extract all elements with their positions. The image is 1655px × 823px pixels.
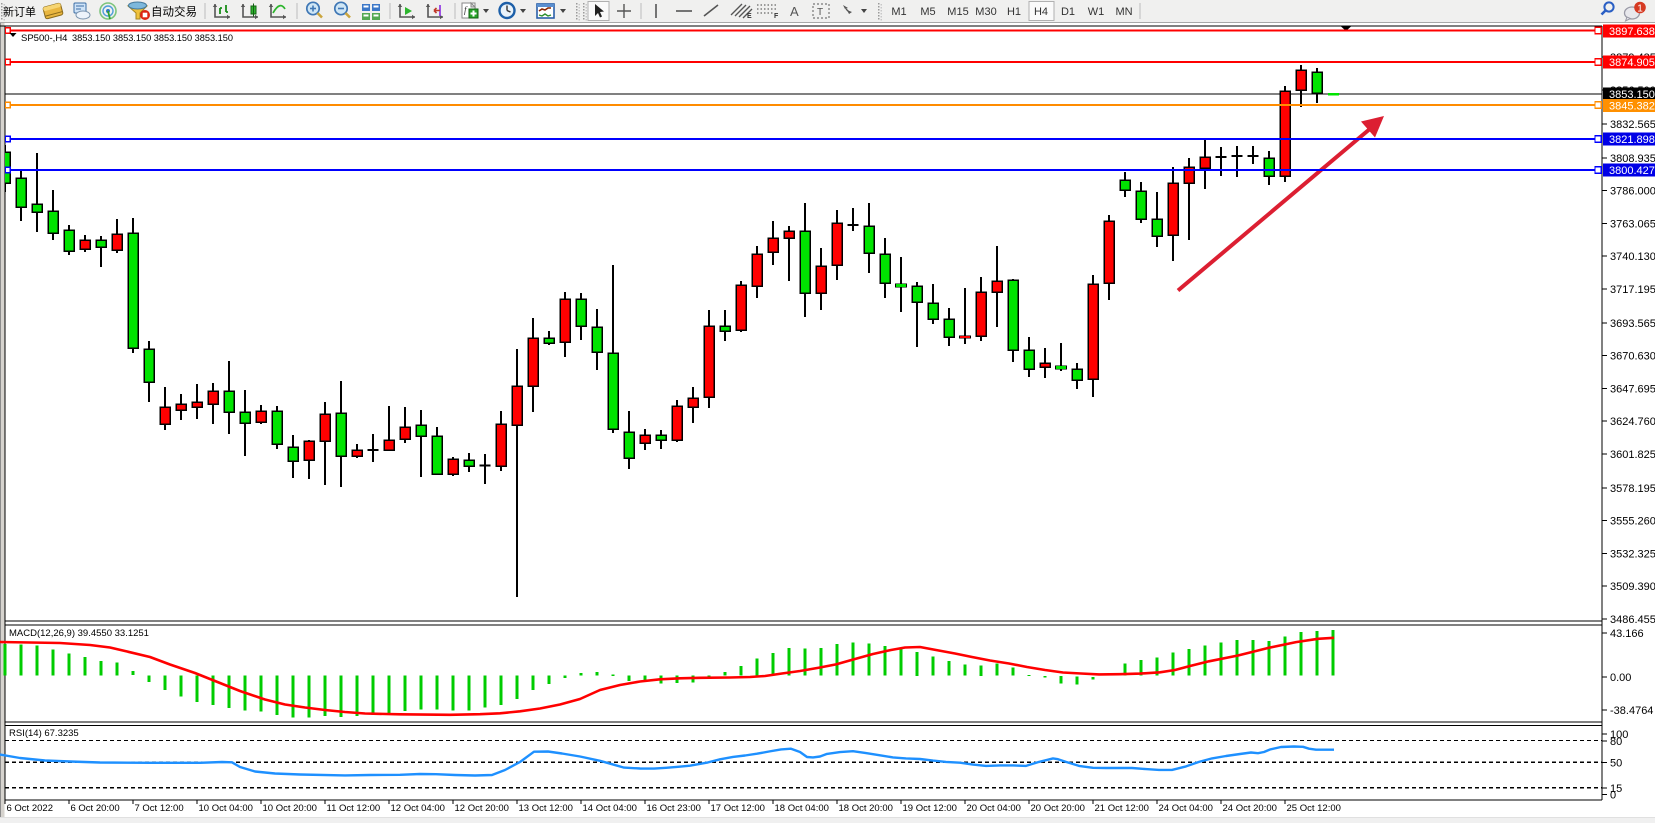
svg-text:-38.4764: -38.4764	[1610, 705, 1653, 717]
svg-text:3555.260: 3555.260	[1610, 516, 1655, 528]
svg-text:50: 50	[1610, 757, 1622, 769]
svg-text:3532.325: 3532.325	[1610, 548, 1655, 560]
svg-text:M30: M30	[975, 6, 996, 18]
svg-text:H4: H4	[1034, 6, 1048, 18]
svg-text:3601.825: 3601.825	[1610, 449, 1655, 461]
svg-text:3786.000: 3786.000	[1610, 186, 1655, 198]
svg-text:12 Oct 04:00: 12 Oct 04:00	[391, 803, 445, 814]
svg-text:3670.630: 3670.630	[1610, 351, 1655, 363]
svg-text:3897.638: 3897.638	[1609, 26, 1655, 38]
svg-text:H1: H1	[1007, 6, 1021, 18]
svg-text:3740.130: 3740.130	[1610, 251, 1655, 263]
svg-text:3647.695: 3647.695	[1610, 383, 1655, 395]
svg-text:25 Oct 12:00: 25 Oct 12:00	[1287, 803, 1341, 814]
svg-text:RSI(14) 67.3235: RSI(14) 67.3235	[9, 728, 79, 739]
svg-text:3808.935: 3808.935	[1610, 153, 1655, 165]
svg-text:10 Oct 04:00: 10 Oct 04:00	[199, 803, 253, 814]
svg-text:20 Oct 20:00: 20 Oct 20:00	[1031, 803, 1085, 814]
svg-text:新订单: 新订单	[3, 5, 36, 19]
svg-text:3821.898: 3821.898	[1609, 134, 1655, 146]
svg-text:1: 1	[1637, 4, 1643, 15]
svg-text:M5: M5	[920, 6, 935, 18]
svg-text:3693.565: 3693.565	[1610, 318, 1655, 330]
svg-text:16 Oct 23:00: 16 Oct 23:00	[647, 803, 701, 814]
svg-text:3832.565: 3832.565	[1610, 119, 1655, 131]
svg-text:6 Oct 20:00: 6 Oct 20:00	[71, 803, 120, 814]
svg-text:13 Oct 12:00: 13 Oct 12:00	[519, 803, 573, 814]
svg-text:6 Oct 2022: 6 Oct 2022	[7, 803, 53, 814]
svg-text:T: T	[817, 7, 823, 18]
svg-text:3853.150 3853.150 3853.150 385: 3853.150 3853.150 3853.150 3853.150	[72, 33, 233, 43]
svg-text:MACD(12,26,9) 39.4550 33.1251: MACD(12,26,9) 39.4550 33.1251	[9, 628, 149, 639]
svg-text:14 Oct 04:00: 14 Oct 04:00	[583, 803, 637, 814]
svg-text:M15: M15	[947, 6, 968, 18]
svg-text:3800.427: 3800.427	[1609, 165, 1655, 177]
svg-text:3578.195: 3578.195	[1610, 483, 1655, 495]
svg-text:15: 15	[1610, 783, 1622, 795]
svg-text:3763.065: 3763.065	[1610, 218, 1655, 230]
svg-text:11 Oct 12:00: 11 Oct 12:00	[327, 803, 381, 814]
svg-text:3845.382: 3845.382	[1609, 101, 1655, 113]
svg-text:19 Oct 12:00: 19 Oct 12:00	[903, 803, 957, 814]
svg-text:f: f	[464, 5, 468, 15]
svg-text:SP500-,H4: SP500-,H4	[21, 33, 67, 44]
svg-text:3509.390: 3509.390	[1610, 581, 1655, 593]
svg-text:100: 100	[1610, 729, 1628, 741]
svg-text:21 Oct 12:00: 21 Oct 12:00	[1095, 803, 1149, 814]
svg-text:自动交易: 自动交易	[151, 5, 197, 19]
svg-text:MN: MN	[1115, 6, 1132, 18]
svg-text:3624.760: 3624.760	[1610, 416, 1655, 428]
svg-text:24 Oct 20:00: 24 Oct 20:00	[1223, 803, 1277, 814]
svg-text:18 Oct 20:00: 18 Oct 20:00	[839, 803, 893, 814]
svg-text:0.00: 0.00	[1610, 672, 1631, 684]
svg-text:20 Oct 04:00: 20 Oct 04:00	[967, 803, 1021, 814]
svg-text:W1: W1	[1088, 6, 1105, 18]
svg-text:F: F	[774, 13, 779, 20]
svg-text:24 Oct 04:00: 24 Oct 04:00	[1159, 803, 1213, 814]
svg-text:D1: D1	[1061, 6, 1075, 18]
svg-text:7 Oct 12:00: 7 Oct 12:00	[135, 803, 184, 814]
svg-text:18 Oct 04:00: 18 Oct 04:00	[775, 803, 829, 814]
svg-text:3486.455: 3486.455	[1610, 614, 1655, 626]
svg-text:43.166: 43.166	[1610, 628, 1644, 640]
svg-text:A: A	[790, 4, 799, 19]
svg-text:M1: M1	[891, 6, 906, 18]
svg-text:17 Oct 12:00: 17 Oct 12:00	[711, 803, 765, 814]
svg-text:0: 0	[1610, 790, 1616, 802]
svg-text:E: E	[747, 13, 752, 20]
svg-text:3874.905: 3874.905	[1609, 57, 1655, 69]
svg-text:3853.150: 3853.150	[1609, 89, 1655, 101]
svg-text:12 Oct 20:00: 12 Oct 20:00	[455, 803, 509, 814]
svg-text:80: 80	[1610, 736, 1622, 748]
svg-text:3717.195: 3717.195	[1610, 284, 1655, 296]
svg-text:10 Oct 20:00: 10 Oct 20:00	[263, 803, 317, 814]
